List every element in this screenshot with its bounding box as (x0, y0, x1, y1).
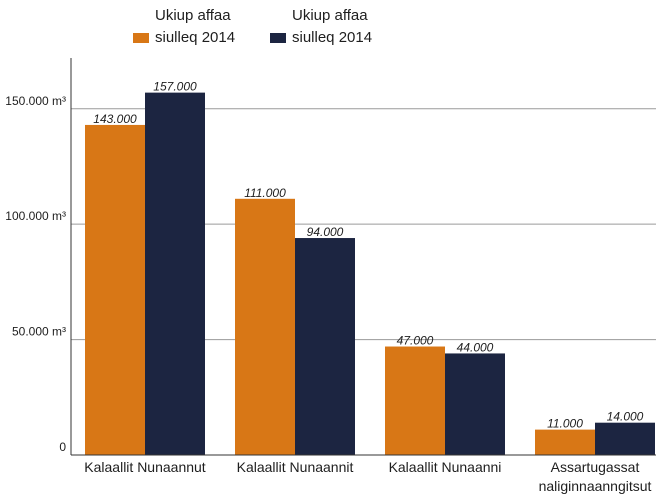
category-label-1: Kalaallit Nunaannit (237, 459, 354, 475)
bar-2-series-1 (445, 353, 505, 455)
value-label-3-series-0: 11.000 (547, 417, 583, 431)
category-label-3: Assartugassat naliginnaanngitsut (539, 459, 652, 494)
value-label-3-series-1: 14.000 (607, 410, 644, 424)
value-label-1-series-0: 111.000 (244, 186, 286, 200)
legend-label-0: Ukiup affaa siulleq 2014 (155, 7, 235, 46)
y-axis-tick-labels: 0 50.000 m³ 100.000 m³ 150.000 m³ (5, 94, 66, 454)
value-label-0-series-1: 157.000 (153, 80, 197, 94)
bar-0-series-0 (85, 124, 145, 456)
bars (85, 92, 655, 456)
legend-label-1: Ukiup affaa siulleq 2014 (292, 7, 372, 46)
bar-3-series-0 (535, 429, 595, 455)
bar-3-series-1 (595, 422, 655, 455)
legend-swatch-0 (133, 33, 149, 43)
y-tick-label-3: 150.000 m³ (5, 94, 66, 108)
bar-2-series-0 (385, 346, 445, 455)
category-label-0: Kalaallit Nunaannut (84, 459, 206, 475)
y-tick-label-2: 100.000 m³ (5, 209, 66, 223)
bar-0-series-1 (145, 92, 205, 455)
value-label-2-series-1: 44.000 (457, 340, 494, 354)
y-tick-label-1: 50.000 m³ (12, 325, 66, 339)
y-tick-label-0: 0 (59, 440, 66, 454)
legend: Ukiup affaa siulleq 2014 Ukiup affaa siulle… (133, 7, 372, 46)
value-label-1-series-1: 94.000 (307, 225, 344, 239)
category-label-2: Kalaallit Nunaanni (389, 459, 502, 475)
category-labels: Kalaallit Nunaannut Kalaallit Nunaannit Ka… (84, 459, 651, 494)
value-label-2-series-0: 47.000 (397, 334, 434, 348)
bar-1-series-1 (295, 238, 355, 455)
bar-1-series-0 (235, 198, 295, 455)
value-label-0-series-0: 143.000 (93, 112, 137, 126)
legend-swatch-1 (270, 33, 286, 43)
value-labels: 143.000 157.000 111.000 94.000 47.000 44.000 1… (93, 80, 643, 431)
